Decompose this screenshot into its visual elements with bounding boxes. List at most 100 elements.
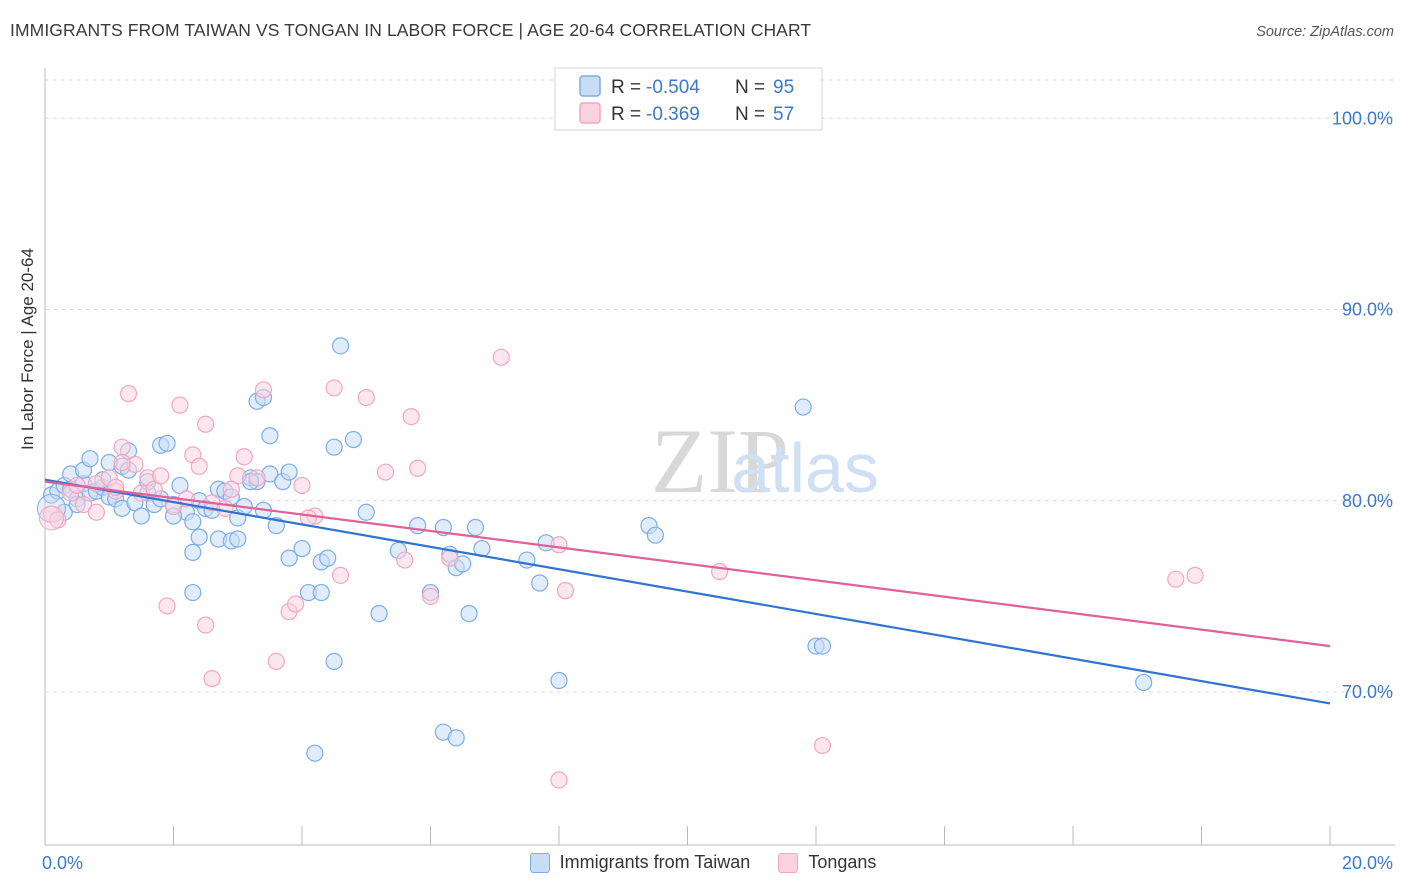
- data-point: [113, 438, 131, 456]
- top-legend: R = -0.504 N = 95 R = -0.369 N = 57: [554, 67, 823, 131]
- data-point: [222, 480, 240, 498]
- data-point: [711, 562, 729, 581]
- data-point: [286, 595, 305, 613]
- legend-r-value: -0.504: [646, 77, 700, 98]
- data-point: [531, 574, 549, 592]
- data-point: [190, 457, 208, 475]
- data-point: [280, 549, 298, 567]
- data-point: [370, 604, 388, 623]
- legend-swatch-tongans: [778, 852, 799, 873]
- data-point: [267, 652, 285, 671]
- legend-label-tongans: Tongans: [808, 852, 877, 872]
- data-point: [171, 396, 189, 414]
- legend-item-taiwan[interactable]: Immigrants from Taiwan: [529, 852, 751, 873]
- legend-n-label: N =: [735, 104, 765, 125]
- data-point: [158, 597, 176, 615]
- data-point: [556, 582, 575, 600]
- data-point: [357, 503, 375, 521]
- data-point: [550, 771, 568, 789]
- data-point: [396, 551, 414, 569]
- data-point: [646, 526, 664, 544]
- axes: [44, 68, 1395, 846]
- data-point: [229, 530, 247, 548]
- legend-label-taiwan: Immigrants from Taiwan: [559, 852, 751, 872]
- x-tick-label-max: 20.0%: [1342, 853, 1393, 873]
- data-point: [421, 587, 440, 605]
- source-label: Source: ZipAtlas.com: [1256, 24, 1394, 40]
- data-point: [460, 604, 478, 623]
- data-point: [550, 671, 568, 690]
- data-point: [344, 430, 362, 449]
- data-point: [447, 729, 465, 747]
- data-point: [1135, 673, 1153, 692]
- data-point: [409, 459, 427, 477]
- trend-line-tongans: [44, 480, 1331, 648]
- data-point: [280, 463, 298, 481]
- legend-item-tongans[interactable]: Tongans: [778, 852, 876, 873]
- y-tick-label: 90.0%: [1342, 300, 1393, 320]
- data-point: [1167, 570, 1185, 588]
- data-point: [254, 381, 273, 399]
- data-point: [152, 467, 170, 485]
- data-point: [325, 652, 343, 671]
- data-point: [248, 469, 266, 487]
- taiwan-points: [36, 337, 1153, 762]
- data-point: [113, 453, 131, 472]
- data-point: [261, 427, 279, 445]
- data-point: [74, 495, 93, 514]
- data-point: [184, 513, 202, 531]
- data-point: [813, 637, 832, 655]
- data-point: [331, 337, 350, 355]
- data-point: [190, 528, 208, 546]
- y-tick-label: 100.0%: [1332, 108, 1393, 128]
- data-point: [312, 583, 330, 602]
- data-point: [132, 507, 150, 525]
- data-point: [235, 448, 253, 466]
- data-point: [357, 388, 375, 407]
- data-point: [293, 539, 311, 558]
- data-point: [293, 476, 311, 495]
- data-point: [158, 434, 176, 452]
- data-point: [81, 450, 99, 468]
- tick-labels: 70.0% 80.0% 90.0% 100.0% 0.0% 20.0%: [42, 108, 1393, 873]
- data-point: [331, 566, 350, 584]
- trend-line-taiwan: [44, 478, 1331, 705]
- trend-lines: [44, 478, 1331, 705]
- data-point: [813, 736, 832, 755]
- tongan-points: [38, 348, 1204, 789]
- data-point: [492, 348, 510, 366]
- legend-swatch: [579, 75, 601, 97]
- legend-swatch-taiwan: [529, 852, 550, 873]
- legend-r-value: -0.369: [646, 104, 700, 125]
- data-point: [376, 463, 395, 481]
- data-point: [197, 415, 215, 433]
- legend-n-value: 95: [773, 77, 794, 98]
- data-point: [325, 438, 343, 456]
- legend-r-label: R =: [611, 104, 641, 125]
- watermark-atlas: atlas: [731, 429, 879, 507]
- data-point: [87, 503, 106, 521]
- watermark: ZIP: [651, 410, 789, 512]
- data-point: [216, 499, 234, 517]
- y-tick-label: 80.0%: [1342, 491, 1393, 511]
- data-point: [306, 744, 324, 762]
- legend-n-label: N =: [735, 77, 765, 98]
- x-tick-label-min: 0.0%: [42, 853, 83, 873]
- data-point: [402, 408, 420, 426]
- gridlines: [45, 79, 1395, 693]
- data-point: [184, 583, 202, 602]
- data-point: [1186, 566, 1204, 584]
- data-point: [794, 398, 812, 416]
- data-point: [184, 543, 202, 561]
- data-point: [466, 518, 485, 537]
- legend-n-value: 57: [773, 104, 794, 125]
- data-point: [38, 505, 64, 531]
- chart-title: IMMIGRANTS FROM TAIWAN VS TONGAN IN LABO…: [10, 20, 812, 40]
- data-point: [197, 616, 215, 634]
- data-point: [203, 670, 221, 688]
- data-point: [119, 385, 138, 403]
- data-point: [550, 536, 568, 554]
- data-point: [319, 549, 337, 567]
- data-point: [441, 549, 459, 567]
